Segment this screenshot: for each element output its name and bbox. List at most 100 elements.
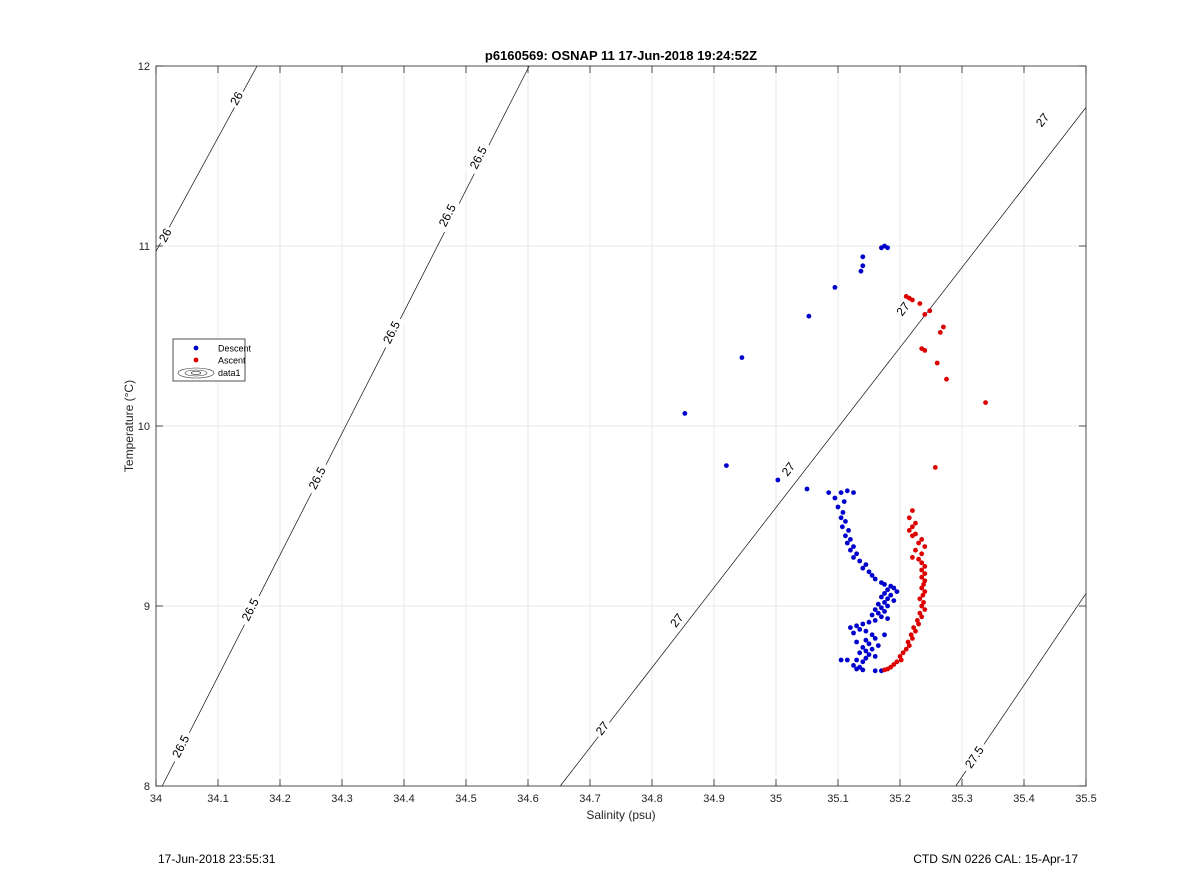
ascent-point [913, 628, 918, 634]
x-tick-label: 34.1 [207, 793, 228, 805]
ascent-point [919, 551, 925, 557]
contour-label-bg [433, 197, 461, 233]
ascent-point [937, 330, 943, 335]
descent-point [885, 603, 890, 609]
descent-point [860, 659, 866, 665]
x-tick-label: 35.1 [827, 793, 848, 805]
descent-point [860, 565, 866, 571]
ascent-point [920, 592, 926, 598]
legend-marker-contour [177, 367, 215, 379]
ascent-point [932, 465, 938, 470]
descent-point [854, 551, 859, 557]
descent-point [882, 582, 887, 587]
x-tick-label: 34.9 [703, 793, 724, 805]
descent-point [851, 490, 856, 495]
descent-point [869, 632, 875, 638]
contour-label-bg [236, 592, 264, 628]
x-tick-label: 34.2 [269, 793, 290, 805]
ascent-point [897, 654, 903, 659]
descent-point [844, 540, 850, 546]
ascent-point [900, 650, 906, 656]
descent-point [848, 625, 853, 630]
descent-point [840, 510, 846, 515]
grid [155, 65, 1087, 787]
descent-point [857, 627, 863, 632]
ascent-point [922, 589, 928, 594]
descent-point [832, 495, 838, 501]
descent-point [875, 601, 881, 607]
descent-point [860, 645, 866, 650]
descent-point [879, 605, 884, 611]
descent-point [857, 650, 863, 656]
descent-point [806, 313, 812, 319]
contour-label-bg [1031, 108, 1054, 132]
ascent-point [910, 508, 915, 513]
descent-point [866, 569, 872, 575]
ascent-point [910, 297, 915, 303]
ascent-point [917, 610, 923, 616]
contour-label-bg [959, 740, 990, 775]
descent-point [858, 268, 864, 274]
ascent-point [905, 639, 911, 645]
descent-point [682, 411, 688, 416]
contour-label-bg [591, 716, 614, 740]
ascent-point [921, 600, 926, 605]
contour-label-bg [892, 297, 915, 321]
ascent-point [898, 657, 904, 663]
axis-ticks: 34 34.1 34.2 34.3 34.4 34.5 34.6 34.7 34.8 34.9 35… [138, 61, 1097, 805]
contour-label-bg [378, 314, 406, 350]
descent-point [854, 666, 859, 672]
ascent-point [919, 567, 925, 573]
descent-point [869, 612, 875, 618]
descent-point [885, 245, 890, 251]
data-points [682, 243, 988, 674]
descent-point [869, 646, 875, 652]
ascent-point [983, 400, 988, 405]
contour-label: 26 [227, 89, 246, 108]
legend-label-ascent: Ascent [218, 356, 246, 366]
descent-point [863, 648, 869, 654]
descent-point [843, 533, 848, 539]
ascent-point [916, 540, 921, 546]
descent-point [866, 619, 872, 625]
ascent-point [882, 667, 887, 673]
descent-point [882, 600, 887, 605]
legend-marker-ascent [193, 357, 199, 363]
descent-point [863, 637, 869, 643]
descent-point [882, 609, 887, 614]
descent-point [879, 594, 884, 600]
descent-point [872, 618, 878, 623]
descent-point [851, 544, 856, 549]
ascent-point [917, 596, 923, 602]
descent-point [851, 630, 856, 636]
legend: Descent Ascent data1 [172, 338, 252, 382]
ascent-point [919, 574, 925, 580]
descent-point [860, 621, 866, 627]
ascent-point [927, 308, 933, 314]
descent-point [885, 596, 890, 602]
descent-point [838, 657, 844, 663]
descent-point [848, 537, 853, 542]
descent-point [841, 499, 847, 504]
x-tick-label: 35 [770, 793, 782, 805]
ascent-point [922, 564, 928, 569]
contour-label-bg [665, 608, 688, 632]
y-tick-label: 9 [144, 601, 150, 613]
descent-point [860, 263, 866, 269]
ascent-point [903, 646, 909, 652]
ascent-point [944, 376, 949, 382]
contour-label-bg [303, 460, 331, 496]
x-tick-label: 34 [150, 793, 162, 805]
descent-point [860, 667, 866, 673]
descent-point [891, 585, 897, 591]
descent-point [844, 488, 850, 494]
legend-label-descent: Descent [218, 344, 252, 354]
descent-point [869, 573, 875, 578]
contour-label-bg [777, 457, 800, 481]
ascent-point [908, 632, 914, 638]
ascent-point [922, 578, 928, 584]
descent-point [879, 614, 884, 620]
x-tick-label: 35.2 [889, 793, 910, 805]
descent-point [724, 463, 729, 468]
descent-point [854, 657, 859, 663]
